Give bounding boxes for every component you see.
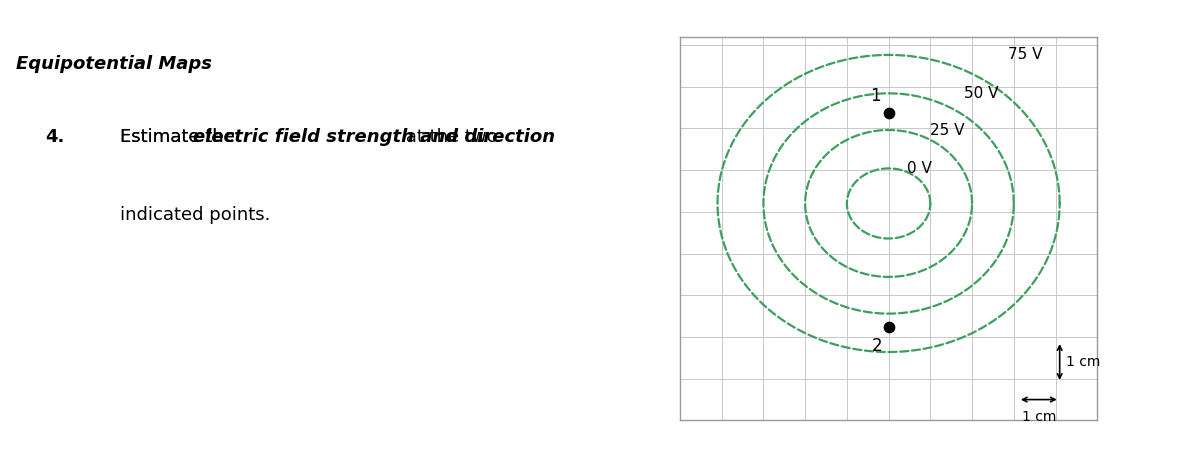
Text: 2: 2 [871,337,882,355]
Text: Estimate the: Estimate the [120,128,240,146]
Point [880,323,899,330]
Text: 4.: 4. [46,128,65,146]
Point [880,110,899,117]
Text: 75 V: 75 V [1008,48,1043,63]
Text: Equipotential Maps: Equipotential Maps [17,55,212,73]
Text: at the two: at the two [401,128,498,146]
Text: 1 cm: 1 cm [1021,409,1056,424]
Text: Estimate the: Estimate the [120,128,240,146]
Text: 50 V: 50 V [964,86,998,101]
Text: electric field strength and direction: electric field strength and direction [193,128,556,146]
Text: 25 V: 25 V [930,122,965,138]
Text: indicated points.: indicated points. [120,206,270,223]
Text: 1 cm: 1 cm [1066,355,1100,369]
Text: Estimate the: Estimate the [120,128,240,146]
Text: 1: 1 [870,87,881,105]
Text: 0 V: 0 V [907,161,932,176]
